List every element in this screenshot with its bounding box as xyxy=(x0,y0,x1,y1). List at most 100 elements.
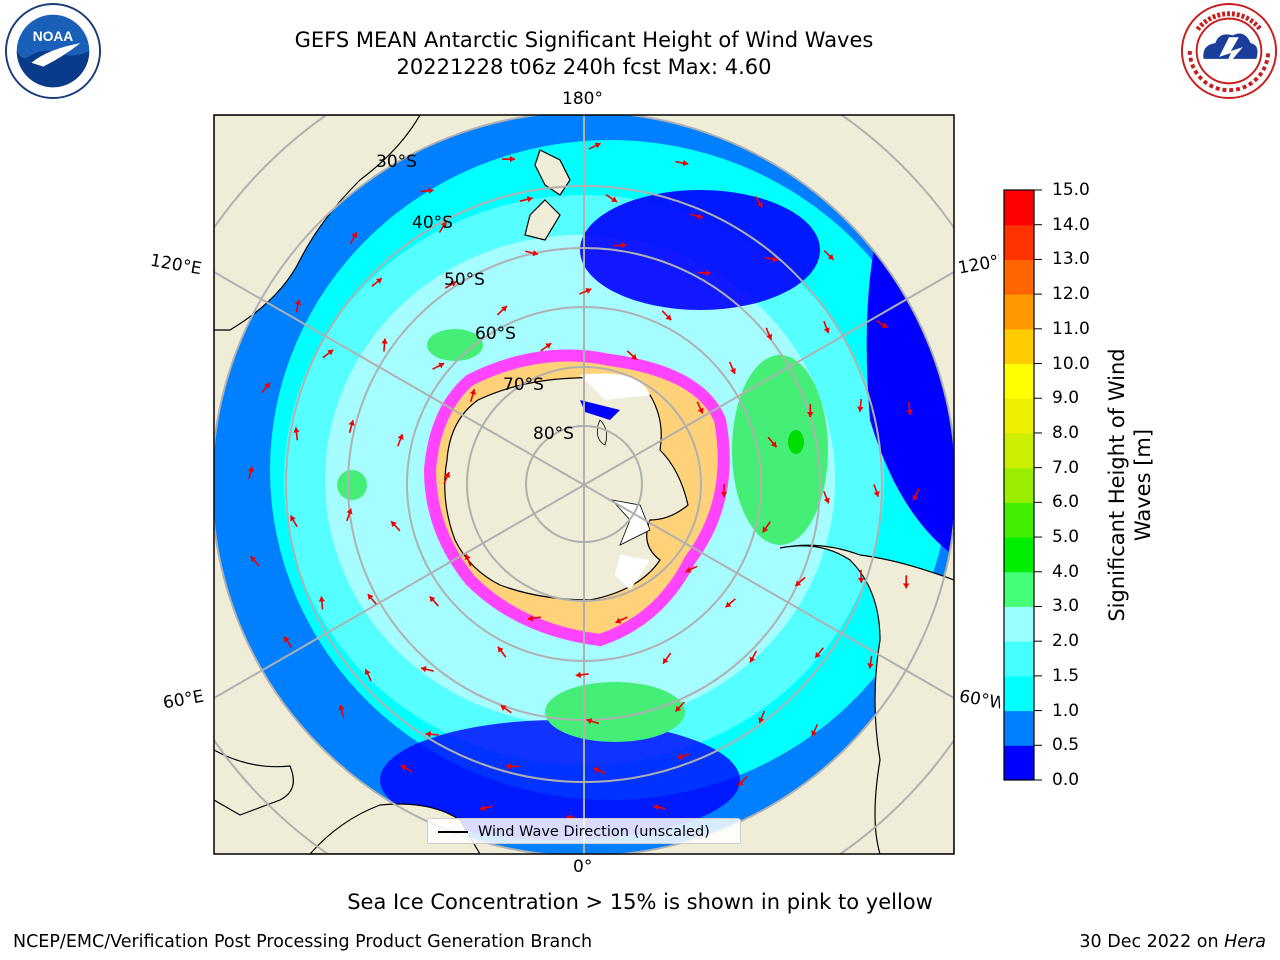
wave-arrow-head xyxy=(827,253,834,260)
lat-label-30s: 30°S xyxy=(376,152,417,172)
wave-arrow-head xyxy=(770,441,777,448)
wave-arrow-head xyxy=(593,767,600,773)
antarctica xyxy=(444,377,689,601)
wave-arrow-head xyxy=(469,389,477,395)
wave-arrow-head xyxy=(795,580,802,586)
wave-arrow-head xyxy=(444,472,451,478)
wave-arrow-head xyxy=(348,420,355,426)
wave-arrow-head xyxy=(425,731,431,738)
colorbar-segment xyxy=(1004,224,1034,260)
colorbar-segment xyxy=(1004,467,1034,503)
colorbar xyxy=(1004,189,1042,781)
colorbar-tick-label: 2.0 xyxy=(1052,631,1080,652)
wave-arrow-head xyxy=(912,494,919,501)
wave-arrow-head xyxy=(501,305,507,312)
noaa-logo: NOAA xyxy=(4,2,102,100)
colorbar-label: Significant Height of Wind Waves [m] xyxy=(1105,348,1155,622)
wave-arrow-head xyxy=(575,671,582,679)
colorbar-tick-label: 0.0 xyxy=(1052,770,1080,790)
wave-arrow-head xyxy=(346,508,353,515)
lon-label-0: 0° xyxy=(573,857,593,877)
wave-arrow-head xyxy=(663,657,669,664)
new-zealand xyxy=(524,149,571,241)
chart-title: GEFS MEAN Antarctic Significant Height o… xyxy=(294,28,874,52)
wave-arrow-head xyxy=(857,406,864,412)
colorbar-segment xyxy=(1004,606,1034,642)
wave-arrow-head xyxy=(665,314,672,321)
wave-arrow-head xyxy=(264,382,271,389)
colorbar-tick-label: 15.0 xyxy=(1052,180,1090,200)
wave-arrow-head xyxy=(738,779,744,786)
wave-arrow-head xyxy=(532,250,539,257)
lat-label-50s: 50°S xyxy=(444,270,485,290)
colorbar-tick-label: 6.0 xyxy=(1052,492,1080,513)
map-frame xyxy=(213,114,955,855)
colorbar-tick-label: 10.0 xyxy=(1052,353,1090,374)
lat-label-80s: 80°S xyxy=(533,424,574,444)
wave-arrow-head xyxy=(527,615,534,622)
lat-label-60s: 60°S xyxy=(475,324,516,344)
wave-arrow-head xyxy=(364,669,371,676)
colorbar-segment xyxy=(1004,745,1034,781)
lon-label-180: 180° xyxy=(562,89,603,109)
colorbar-segment xyxy=(1004,398,1034,434)
sea-ice-note: Sea Ice Concentration > 15% is shown in … xyxy=(347,890,933,914)
wave-arrow-head xyxy=(420,666,427,673)
wave-arrow-head xyxy=(611,196,618,202)
colorbar-tick-label: 13.0 xyxy=(1052,249,1090,270)
colorbar-segment xyxy=(1004,710,1034,746)
colorbar-tick-label: 8.0 xyxy=(1052,422,1080,443)
wave-arrow-head xyxy=(725,601,732,608)
wave-arrow-head xyxy=(375,278,382,284)
colorbar-tick-label: 3.0 xyxy=(1052,596,1080,617)
wave-arrow-head xyxy=(811,730,818,737)
wave-arrow-head xyxy=(682,159,689,167)
africa-coast xyxy=(214,749,481,854)
lat-label-70s: 70°S xyxy=(503,375,544,395)
wave-arrow-head xyxy=(585,287,592,294)
wave-arrow-head xyxy=(807,412,814,418)
wave-arrow-head xyxy=(621,242,627,249)
footer-timestamp: 30 Dec 2022 on Hera xyxy=(1079,932,1266,952)
chart-subtitle: 20221228 t06z 240h fcst Max: 4.60 xyxy=(396,55,772,79)
wave-arrow-head xyxy=(902,583,910,589)
wave-arrow-head xyxy=(685,566,692,573)
wave-arrow-head xyxy=(757,201,763,208)
wave-arrow-head xyxy=(867,663,874,669)
wave-arrow-head xyxy=(351,232,358,238)
colorbar-segment xyxy=(1004,259,1034,295)
footer-credit: NCEP/EMC/Verification Post Processing Pr… xyxy=(13,932,593,952)
wave-arrow-head xyxy=(675,705,682,712)
colorbar-segment xyxy=(1004,675,1034,712)
wave-arrow-head xyxy=(586,718,593,725)
lat-label-40s: 40°S xyxy=(412,213,453,233)
graticule xyxy=(214,115,954,854)
colorbar-tick-label: 1.5 xyxy=(1052,665,1080,686)
wave-arrow-head xyxy=(464,554,471,561)
australia xyxy=(214,115,421,331)
wave-arrow-head xyxy=(284,636,290,643)
wave-arrow-head xyxy=(881,322,888,328)
wave-arrow-head xyxy=(450,281,457,287)
wave-arrow-head xyxy=(873,490,880,497)
wave-arrow-head xyxy=(479,804,486,812)
wave-arrow-head xyxy=(391,521,397,528)
wave-arrow-head xyxy=(327,349,334,356)
colorbar-segment xyxy=(1004,537,1034,573)
colorbar-segment xyxy=(1004,328,1034,365)
wave-arrow-head xyxy=(294,299,302,306)
wave-arrow-head xyxy=(758,717,765,723)
wave-arrow-head xyxy=(823,327,830,334)
colorbar-segment xyxy=(1004,363,1034,399)
wave-arrow-head xyxy=(705,269,711,277)
wave-arrow-head xyxy=(318,596,326,602)
wave-arrow-head xyxy=(428,187,434,194)
colorbar-tick-label: 14.0 xyxy=(1052,214,1090,235)
colorbar-segment xyxy=(1004,502,1034,538)
wave-arrow-head xyxy=(815,652,821,658)
wave-arrow-head xyxy=(823,497,830,504)
wave-arrow-head xyxy=(293,427,300,433)
wave-arrow-head xyxy=(438,362,445,369)
legend-label: Wind Wave Direction (unscaled) xyxy=(478,824,710,840)
